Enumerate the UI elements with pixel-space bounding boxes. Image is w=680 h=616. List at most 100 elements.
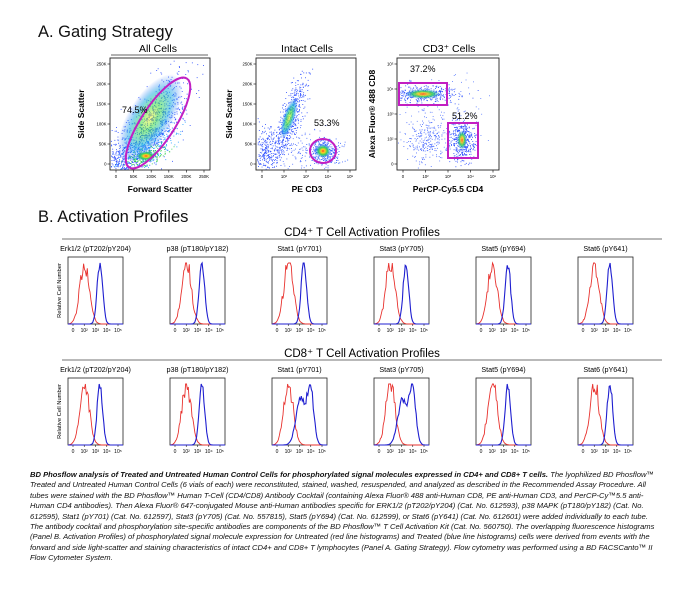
event-dot (126, 162, 128, 164)
tick-label: 10² (387, 328, 395, 334)
event-dot (431, 144, 432, 146)
event-dot (456, 148, 458, 150)
event-dot (123, 168, 125, 169)
event-dot (167, 149, 169, 151)
event-dot (406, 142, 408, 143)
event-dot (294, 120, 296, 122)
event-dot (438, 142, 440, 144)
treated-histogram (578, 262, 633, 325)
event-dot (173, 60, 175, 62)
event-dot (165, 145, 167, 147)
event-dot (286, 137, 288, 139)
event-dot (274, 159, 276, 160)
histogram-frame (271, 256, 328, 325)
event-dot (463, 149, 465, 151)
event-dot (404, 98, 406, 100)
event-dot (455, 132, 456, 134)
event-dot (264, 158, 265, 160)
event-dot (428, 142, 430, 144)
tick-label: 200K (96, 82, 106, 87)
tick-label: 250K (199, 174, 209, 179)
event-dot (434, 139, 436, 141)
event-dot (293, 95, 295, 96)
event-dot (289, 135, 291, 137)
event-dot (314, 143, 316, 145)
event-dot (467, 146, 469, 147)
event-dot (155, 150, 156, 151)
event-dot (441, 94, 443, 96)
event-dot (271, 148, 273, 150)
event-dot (268, 167, 270, 169)
event-dot (305, 83, 307, 85)
event-dot (455, 150, 457, 152)
event-dot (271, 134, 273, 136)
event-dot (291, 128, 293, 130)
event-dot (429, 146, 431, 148)
event-dot (274, 142, 276, 143)
event-dot (279, 156, 281, 158)
event-dot (202, 73, 204, 75)
event-dot (276, 131, 278, 133)
event-dot (426, 148, 428, 149)
event-dot (437, 125, 439, 127)
event-dot (170, 140, 172, 141)
event-dot (456, 147, 458, 149)
event-dot (151, 150, 153, 152)
event-dot (294, 91, 296, 93)
event-dot (270, 144, 272, 146)
event-dot (326, 143, 328, 145)
event-dot (298, 111, 300, 113)
event-dot (338, 151, 340, 152)
event-dot (466, 131, 468, 132)
event-dot (135, 163, 137, 165)
event-dot (281, 149, 283, 150)
event-dot (111, 155, 112, 157)
tick-label: 10³ (296, 449, 304, 455)
event-dot (410, 89, 412, 91)
event-dot (425, 146, 427, 148)
event-dot (400, 100, 402, 101)
event-dot (176, 113, 178, 115)
event-dot (461, 153, 463, 155)
event-dot (459, 114, 460, 116)
event-dot (286, 158, 288, 160)
event-dot (297, 93, 299, 95)
event-dot (117, 164, 118, 166)
event-dot (450, 141, 452, 143)
event-dot (329, 156, 330, 158)
event-dot (333, 151, 335, 153)
event-dot (283, 145, 285, 147)
histogram-title: Stat6 (pY641) (583, 244, 627, 253)
event-dot (303, 86, 304, 88)
event-dot (418, 88, 420, 90)
event-dot (160, 155, 162, 156)
event-dot (161, 142, 162, 144)
event-dot (125, 168, 126, 170)
event-dot (425, 133, 427, 135)
event-dot (114, 130, 116, 132)
event-dot (114, 154, 116, 156)
tick-label: 10³ (194, 328, 202, 334)
event-dot (299, 106, 301, 108)
event-dot (468, 127, 470, 129)
tick-label: 0 (480, 328, 483, 334)
event-dot (455, 149, 457, 151)
event-dot (301, 147, 303, 149)
event-dot (282, 161, 284, 162)
event-dot (438, 109, 440, 111)
event-dot (268, 135, 270, 137)
event-dot (474, 135, 476, 137)
event-dot (427, 131, 429, 133)
event-dot (292, 82, 293, 83)
event-dot (468, 141, 470, 143)
event-dot (408, 141, 410, 142)
event-dot (463, 129, 465, 131)
panel-b-title: B. Activation Profiles (38, 208, 188, 226)
event-dot (156, 70, 158, 71)
event-dot (430, 131, 431, 133)
event-dot (448, 97, 450, 99)
event-dot (273, 137, 275, 139)
event-dot (464, 153, 465, 154)
event-dot (123, 167, 125, 168)
tick-label: 10² (489, 328, 497, 334)
